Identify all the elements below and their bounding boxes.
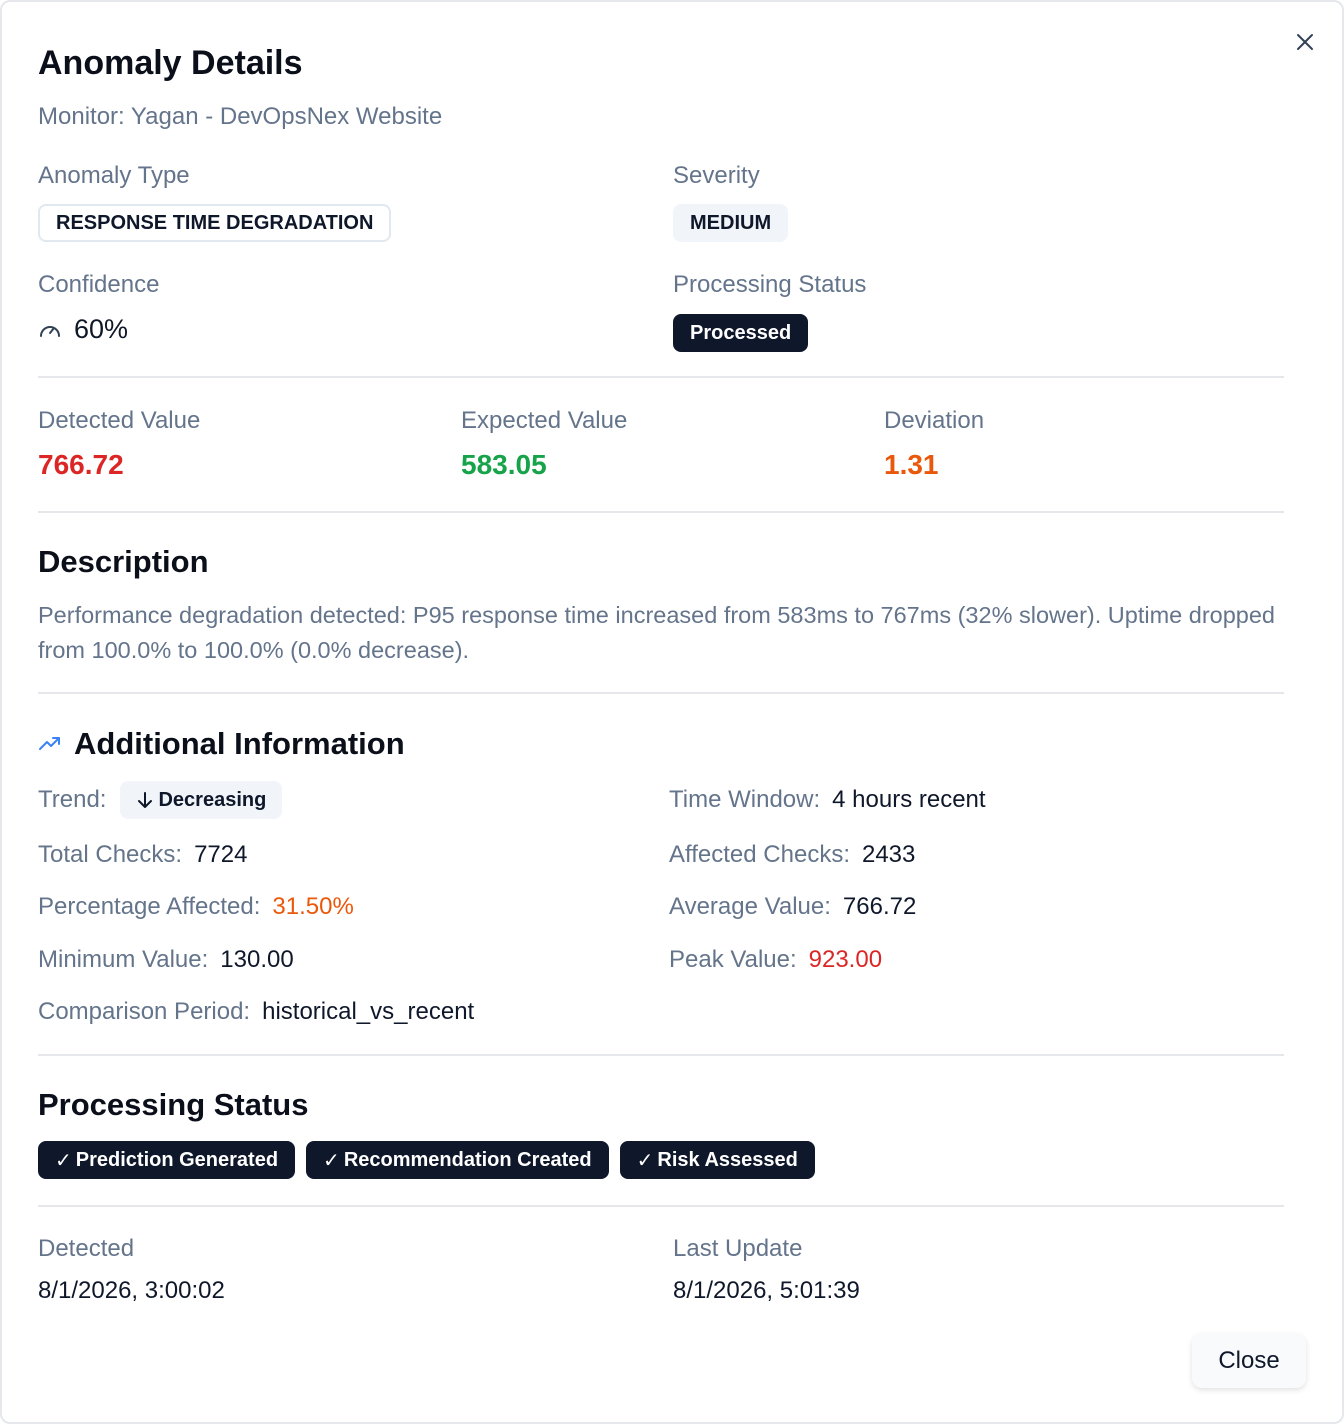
trend-badge: Decreasing [120,781,283,819]
step-label: Recommendation Created [343,1148,592,1171]
dialog-subtitle: Monitor: Yagan - DevOpsNex Website [38,103,443,130]
divider [38,376,1284,378]
arrow-down-icon [136,791,154,809]
processing-title: Processing Status [38,1087,309,1122]
processing-status-badge: Processed [673,314,809,352]
description-text: Performance degradation detected: P95 re… [38,602,1275,663]
detected-value: 766.72 [38,449,124,480]
last-update-timestamp: 8/1/2026, 5:01:39 [673,1277,860,1304]
severity-badge: MEDIUM [673,204,789,242]
percentage-affected-value: 31.50% [272,893,354,920]
step-badge-recommendation: ✓ Recommendation Created [306,1141,609,1179]
additional-info-title: Additional Information [74,726,405,761]
expected-value-label: Expected Value [461,407,628,434]
confidence-value: 60% [74,314,129,344]
divider [38,1205,1284,1207]
step-label: Prediction Generated [75,1148,279,1171]
peak-value-value: 923.00 [808,946,883,973]
time-window-value: 4 hours recent [832,786,986,813]
detected-label: Detected [38,1235,135,1262]
time-window-label: Time Window: [669,786,821,813]
anomaly-type-label: Anomaly Type [38,162,190,189]
step-badge-risk: ✓ Risk Assessed [619,1141,815,1179]
processing-status-label: Processing Status [673,271,867,298]
minimum-value-value: 130.00 [220,946,294,973]
close-icon[interactable] [1292,29,1318,55]
last-update-label: Last Update [673,1235,803,1262]
detected-timestamp: 8/1/2026, 3:00:02 [38,1277,225,1304]
description-title: Description [38,544,209,579]
detected-value-label: Detected Value [38,407,201,434]
dialog-title: Anomaly Details [38,44,303,82]
average-value-value: 766.72 [842,893,917,920]
check-icon: ✓ [323,1149,340,1172]
comparison-period-label: Comparison Period: [38,998,251,1025]
close-button[interactable]: Close [1192,1334,1306,1388]
total-checks-value: 7724 [194,841,248,868]
peak-value-label: Peak Value: [669,946,797,973]
minimum-value-label: Minimum Value: [38,946,209,973]
divider [38,511,1284,513]
check-icon: ✓ [55,1149,72,1172]
gauge-icon [38,318,62,342]
step-label: Risk Assessed [657,1148,798,1171]
total-checks-label: Total Checks: [38,841,183,868]
divider [38,1054,1284,1056]
divider [38,692,1284,694]
trending-up-icon [38,732,62,756]
confidence-label: Confidence [38,271,160,298]
trend-value: Decreasing [158,788,267,811]
affected-checks-label: Affected Checks: [669,841,850,868]
affected-checks-value: 2433 [861,841,916,868]
expected-value: 583.05 [461,449,547,480]
trend-label: Trend: [38,786,107,813]
deviation-label: Deviation [884,407,985,434]
deviation-value: 1.31 [884,449,939,480]
comparison-period-value: historical_vs_recent [262,998,475,1025]
average-value-label: Average Value: [669,893,831,920]
check-icon: ✓ [636,1149,654,1172]
step-badge-prediction: ✓ Prediction Generated [38,1141,296,1179]
anomaly-type-badge: RESPONSE TIME DEGRADATION [38,204,392,242]
severity-label: Severity [673,162,760,189]
percentage-affected-label: Percentage Affected: [38,893,261,920]
